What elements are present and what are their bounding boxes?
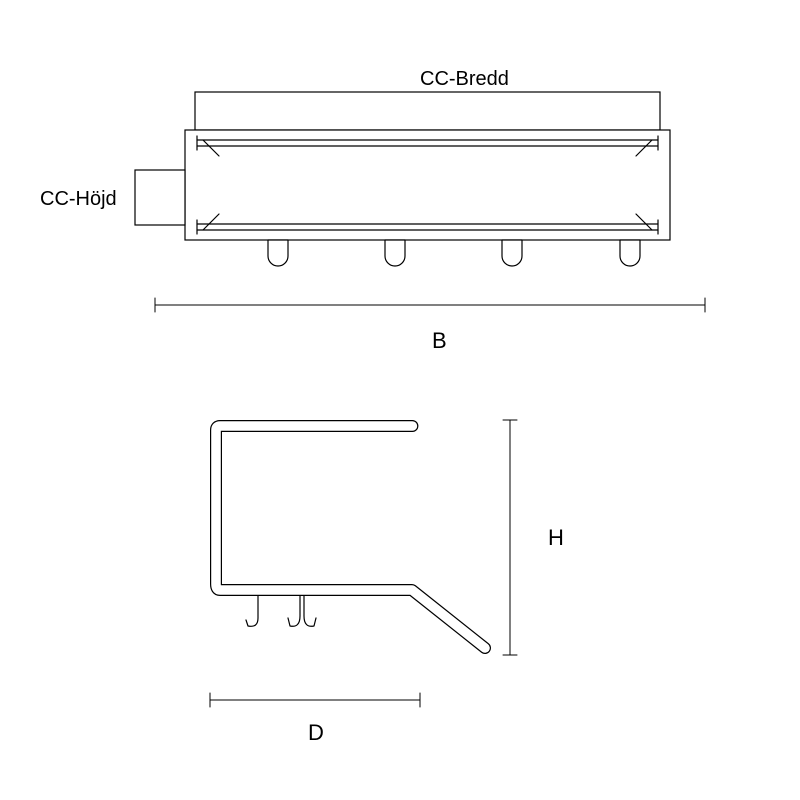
label-h: H — [548, 525, 564, 551]
label-b: B — [432, 328, 447, 354]
label-cc-hojd: CC-Höjd — [40, 188, 117, 211]
label-cc-bredd: CC-Bredd — [420, 68, 509, 91]
label-d: D — [308, 720, 324, 746]
